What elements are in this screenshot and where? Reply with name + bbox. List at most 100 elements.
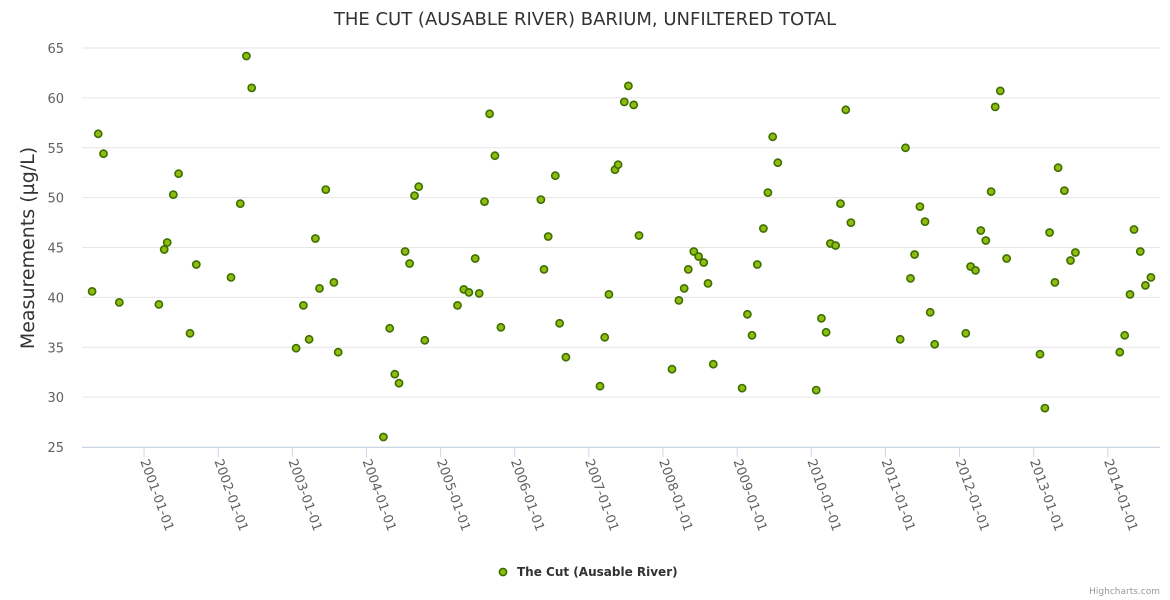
data-point[interactable] — [961, 328, 971, 338]
data-point[interactable] — [821, 327, 831, 337]
data-point[interactable] — [536, 195, 546, 204]
data-point[interactable] — [1035, 349, 1045, 359]
data-point[interactable] — [831, 241, 840, 250]
data-point[interactable] — [595, 381, 605, 391]
data-point[interactable] — [1146, 272, 1156, 282]
data-point[interactable] — [679, 283, 689, 293]
data-point[interactable] — [470, 254, 480, 263]
data-point[interactable] — [930, 339, 940, 349]
data-point[interactable] — [168, 190, 178, 199]
data-point[interactable] — [1066, 256, 1075, 265]
data-point[interactable] — [1053, 163, 1063, 173]
data-point[interactable] — [464, 287, 474, 297]
data-point[interactable] — [986, 187, 996, 196]
data-point[interactable] — [550, 171, 560, 181]
credits-link[interactable]: Highcharts.com — [1089, 587, 1160, 597]
data-point[interactable] — [247, 83, 257, 93]
data-point[interactable] — [539, 264, 549, 274]
data-point[interactable] — [1141, 280, 1150, 290]
data-point[interactable] — [304, 334, 314, 344]
data-point[interactable] — [485, 109, 494, 119]
data-point[interactable] — [895, 334, 905, 344]
data-point[interactable] — [474, 288, 484, 298]
data-point[interactable] — [298, 300, 308, 310]
data-point[interactable] — [390, 369, 400, 379]
data-point[interactable] — [543, 232, 553, 241]
data-point[interactable] — [410, 191, 419, 200]
data-point[interactable] — [841, 105, 851, 115]
data-point[interactable] — [1125, 289, 1135, 299]
data-point[interactable] — [174, 169, 183, 179]
data-point[interactable] — [703, 278, 713, 288]
data-point[interactable] — [737, 383, 747, 393]
data-point[interactable] — [981, 236, 991, 245]
data-point[interactable] — [604, 289, 614, 299]
data-point[interactable] — [925, 307, 935, 317]
data-point[interactable] — [600, 332, 610, 342]
data-point[interactable] — [1115, 347, 1125, 357]
data-point[interactable] — [496, 322, 506, 332]
data-point[interactable] — [394, 378, 404, 388]
data-point[interactable] — [747, 330, 757, 340]
data-point[interactable] — [752, 260, 762, 269]
data-point[interactable] — [1071, 248, 1080, 257]
data-point[interactable] — [619, 97, 629, 107]
legend-label[interactable]: The Cut (Ausable River) — [517, 565, 678, 579]
data-point[interactable] — [759, 224, 768, 233]
data-point[interactable] — [490, 151, 500, 161]
data-point[interactable] — [743, 309, 752, 319]
data-point[interactable] — [453, 300, 462, 310]
data-point[interactable] — [414, 182, 424, 192]
data-point[interactable] — [420, 335, 430, 345]
data-point[interactable] — [1002, 254, 1011, 263]
data-point[interactable] — [154, 299, 164, 309]
data-point[interactable] — [87, 286, 97, 296]
data-point[interactable] — [400, 247, 410, 256]
data-point[interactable] — [901, 143, 910, 153]
data-point[interactable] — [683, 264, 693, 274]
data-point[interactable] — [555, 318, 564, 328]
data-point[interactable] — [768, 132, 778, 142]
data-point[interactable] — [1060, 186, 1069, 195]
data-point[interactable] — [480, 197, 489, 206]
data-point[interactable] — [613, 160, 623, 170]
data-point[interactable] — [405, 259, 414, 268]
data-point[interactable] — [990, 102, 1000, 112]
data-point[interactable] — [915, 202, 925, 211]
data-point[interactable] — [1129, 225, 1139, 234]
data-point[interactable] — [976, 226, 986, 235]
data-point[interactable] — [971, 265, 980, 275]
data-point[interactable] — [162, 238, 172, 247]
data-point[interactable] — [315, 283, 324, 293]
data-point[interactable] — [811, 385, 821, 395]
data-point[interactable] — [773, 158, 783, 168]
data-point[interactable] — [226, 272, 236, 282]
data-point[interactable] — [1040, 403, 1050, 413]
data-point[interactable] — [836, 199, 845, 208]
data-point[interactable] — [1045, 228, 1054, 237]
data-point[interactable] — [185, 328, 195, 338]
data-point[interactable] — [235, 199, 245, 208]
data-point[interactable] — [1050, 277, 1060, 287]
data-point[interactable] — [995, 86, 1005, 96]
data-point[interactable] — [667, 364, 677, 374]
data-point[interactable] — [378, 432, 388, 442]
data-point[interactable] — [93, 129, 103, 139]
data-point[interactable] — [910, 250, 919, 259]
data-point[interactable] — [763, 188, 773, 197]
data-point[interactable] — [241, 51, 251, 61]
data-point[interactable] — [329, 277, 339, 287]
data-point[interactable] — [333, 347, 343, 357]
data-point[interactable] — [114, 297, 124, 307]
data-point[interactable] — [159, 245, 169, 254]
data-point[interactable] — [624, 81, 633, 91]
data-point[interactable] — [634, 231, 644, 240]
data-point[interactable] — [321, 185, 331, 194]
data-point[interactable] — [310, 234, 320, 243]
data-point[interactable] — [1120, 330, 1130, 340]
data-point[interactable] — [906, 273, 915, 283]
data-point[interactable] — [561, 352, 571, 362]
data-point[interactable] — [920, 217, 930, 226]
data-point[interactable] — [674, 295, 684, 305]
data-point[interactable] — [846, 218, 856, 227]
